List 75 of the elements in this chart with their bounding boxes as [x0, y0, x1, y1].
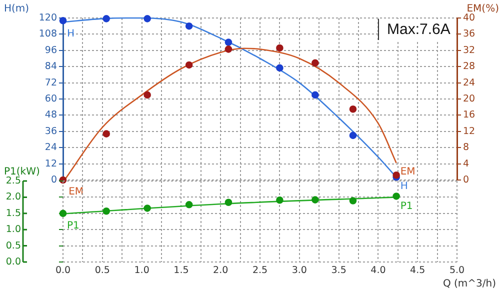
point: [102, 207, 110, 215]
y-tick-label: 96: [44, 44, 57, 56]
x-axis-title: Q (m^3/h): [442, 278, 496, 290]
point: [349, 197, 357, 204]
text: P1: [67, 220, 80, 232]
point: [102, 15, 110, 22]
y-tick-label: 2.5: [6, 175, 21, 186]
x-tick-label: 2.5: [252, 265, 268, 276]
y-axis-title: P1(kW): [4, 166, 40, 178]
point: [312, 196, 319, 204]
y-tick-label: 48: [44, 110, 57, 121]
x-tick-label: 1.0: [134, 265, 150, 276]
y2-tick-label: 36: [463, 28, 476, 40]
point: [276, 196, 284, 204]
y-axis-title: H(m): [4, 4, 30, 15]
y-tick-label: 72: [44, 77, 57, 88]
x-tick-label: 2.0: [213, 265, 228, 276]
y2-axis-title: EM(%): [466, 4, 500, 15]
series-label: EM: [400, 166, 416, 178]
y2-tick-label: 28: [463, 61, 476, 72]
y-tick-label: 1.5: [6, 208, 21, 219]
x-tick-label: 0.5: [94, 265, 110, 276]
y2-tick-label: 20: [463, 93, 476, 104]
point: [59, 17, 67, 24]
y2-tick-label: 0: [463, 174, 470, 186]
y-tick-label: 0: [50, 174, 57, 186]
series-label: P1: [400, 200, 413, 212]
point: [144, 91, 151, 99]
y-tick-label: 36: [44, 126, 57, 137]
point: [144, 15, 151, 22]
y2-tick-label: 40: [463, 12, 476, 24]
y-tick-label: 108: [38, 28, 57, 40]
point: [392, 192, 400, 200]
point: [312, 91, 319, 99]
point: [349, 132, 357, 140]
point: [185, 61, 193, 69]
point: [224, 38, 232, 46]
x-tick-label: 5.0: [449, 265, 465, 276]
y-tick-label: 12: [44, 158, 57, 170]
series-label: H: [400, 180, 408, 192]
point: [349, 105, 357, 113]
point: [276, 44, 284, 52]
x-tick-label: 4.0: [370, 265, 386, 276]
y2-tick-label: 24: [463, 77, 476, 88]
y-tick-label: 24: [44, 142, 57, 154]
y2-tick-label: 16: [463, 110, 476, 121]
text: EM: [68, 186, 84, 198]
point: [312, 59, 319, 67]
point: [144, 204, 151, 212]
point: [392, 171, 400, 179]
y-tick-label: 84: [44, 61, 57, 72]
y2-tick-label: 8: [463, 142, 470, 154]
y-tick-label: 0.5: [6, 240, 21, 252]
point: [102, 130, 110, 138]
x-tick-label: 0.0: [55, 265, 71, 276]
y2-tick-label: 12: [463, 126, 476, 137]
y-tick-label: 1.0: [6, 224, 21, 236]
y-tick-label: 2.0: [6, 192, 21, 203]
x-tick-label: 3.0: [292, 265, 307, 276]
x-tick-label: 3.5: [331, 265, 346, 276]
point: [59, 210, 67, 218]
point: [185, 22, 193, 30]
y2-tick-label: 32: [463, 44, 476, 56]
x-tick-label: 1.5: [174, 265, 189, 276]
y-tick-label: 120: [38, 12, 57, 24]
point: [224, 198, 232, 206]
y-tick-label: 60: [44, 93, 57, 104]
annotation: Max:7.6A: [378, 19, 456, 40]
point: [276, 64, 284, 72]
point: [185, 201, 193, 208]
y-tick-label: 0.0: [6, 256, 21, 268]
x-tick-label: 4.5: [410, 265, 426, 276]
text: H: [67, 28, 75, 40]
y2-tick-label: 4: [463, 158, 470, 170]
point: [224, 46, 232, 53]
